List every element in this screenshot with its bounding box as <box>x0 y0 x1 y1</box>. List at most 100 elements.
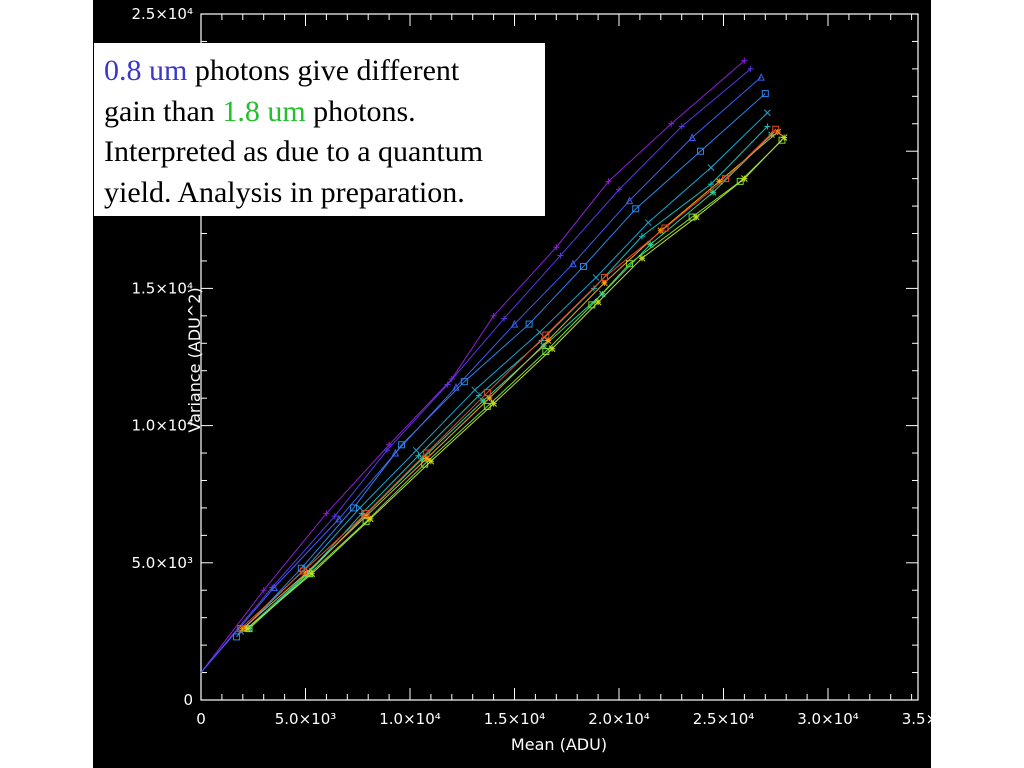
x-tick-label: 3.0×10⁴ <box>797 710 859 728</box>
plot-frame <box>200 13 919 701</box>
annotation-text: photons give different <box>187 54 460 87</box>
series-line <box>200 68 751 673</box>
plus-marker <box>747 65 754 72</box>
star-marker <box>486 394 493 402</box>
x-axis-title: Mean (ADU) <box>511 735 607 754</box>
y-tick-label: 1.0×10⁴ <box>131 417 193 435</box>
square-marker <box>632 205 640 213</box>
triangle-marker <box>688 133 696 141</box>
x-marker <box>707 164 715 172</box>
star-marker <box>692 213 700 221</box>
wavelength-18um-text: 1.8 um <box>222 94 306 128</box>
series-line <box>240 128 777 630</box>
series-line <box>200 60 745 673</box>
x-tick-label: 1.0×10⁴ <box>379 710 441 728</box>
data-series <box>200 57 748 673</box>
square-marker <box>423 449 431 457</box>
star-marker <box>243 625 251 633</box>
annotation-text: photons. <box>305 94 416 128</box>
star-marker <box>715 178 723 185</box>
square-marker <box>600 273 608 281</box>
series-line <box>248 139 783 630</box>
plus-marker <box>707 181 714 188</box>
triangle-marker <box>510 319 519 328</box>
square-marker <box>661 224 669 232</box>
square-marker <box>625 260 633 268</box>
plus-marker <box>678 123 685 130</box>
square-marker <box>237 625 245 633</box>
star-marker <box>594 298 602 306</box>
plus-marker <box>323 510 330 517</box>
triangle-marker <box>625 196 634 205</box>
plus-marker <box>444 381 451 388</box>
x-tick-label: 0 <box>196 710 206 728</box>
triangle-marker <box>569 259 577 268</box>
y-axis-title: Variance (ADU^2) <box>185 287 204 432</box>
plus-marker <box>764 123 771 130</box>
plus-marker <box>490 312 497 319</box>
plus-marker <box>475 392 482 399</box>
star-marker <box>479 397 487 405</box>
y-tick-label: 5.0×10³ <box>131 554 193 572</box>
plus-marker <box>260 587 267 594</box>
x-marker <box>644 219 652 226</box>
square-marker <box>722 175 730 183</box>
x-marker <box>592 274 600 281</box>
data-series <box>237 125 780 633</box>
plus-marker <box>605 178 612 185</box>
plus-marker <box>384 447 391 454</box>
square-marker <box>525 320 533 328</box>
triangle-marker <box>757 72 765 81</box>
star-marker <box>601 279 608 287</box>
annotation-text: gain than <box>104 94 223 128</box>
star-marker <box>646 241 654 248</box>
annotation-box: 0.8 um photons give different gain than … <box>94 43 545 216</box>
star-marker <box>419 455 426 462</box>
triangle-marker <box>270 583 278 591</box>
plus-marker <box>331 513 338 520</box>
square-marker <box>483 389 491 397</box>
star-marker <box>780 134 788 141</box>
annotation-line-4: yield. Analysis in preparation. <box>104 175 465 209</box>
data-series <box>200 72 765 673</box>
x-tick-label: 1.5×10⁴ <box>484 710 546 728</box>
annotation-line-2: gain than 1.8 um photons. <box>104 92 545 133</box>
data-series <box>243 134 788 633</box>
star-marker <box>657 227 665 235</box>
annotation-line-3: Interpreted as due to a quantum <box>104 135 484 168</box>
triangle-marker <box>335 514 343 523</box>
star-marker <box>741 175 748 182</box>
star-marker <box>308 570 316 578</box>
star-marker <box>423 455 431 462</box>
star-marker <box>548 345 556 353</box>
plus-marker <box>638 233 645 240</box>
star-marker <box>239 625 247 633</box>
plus-marker <box>501 315 508 322</box>
annotation-line-1: 0.8 um photons give different <box>104 51 545 92</box>
square-marker <box>350 504 358 512</box>
plus-marker <box>668 120 675 127</box>
series-line <box>246 126 768 630</box>
square-marker <box>362 509 370 517</box>
star-marker <box>490 400 497 408</box>
series-line <box>242 131 779 630</box>
square-marker <box>542 331 550 339</box>
series-line <box>240 112 768 632</box>
variance-vs-mean-chart: 0 5.0×10³ 1.0×10⁴ 1.5×10⁴ 2.0×10⁴ 2.5×10⁴ 3.0×… <box>131 5 931 754</box>
plus-marker <box>741 57 748 64</box>
star-marker <box>366 515 374 523</box>
x-marker <box>356 504 364 512</box>
square-marker <box>772 125 780 133</box>
square-marker <box>233 633 241 641</box>
x-tick-label: 2.5×10⁴ <box>693 710 755 728</box>
star-marker <box>427 457 435 465</box>
y-tick-label: 2.5×10⁴ <box>131 5 193 23</box>
square-marker <box>736 177 744 185</box>
star-marker <box>768 131 775 139</box>
x-marker <box>412 446 420 454</box>
plus-marker <box>386 441 393 448</box>
x-tick-label: 2.0×10⁴ <box>588 710 650 728</box>
star-marker <box>709 189 717 196</box>
x-marker <box>471 386 479 394</box>
plus-marker <box>616 186 622 193</box>
